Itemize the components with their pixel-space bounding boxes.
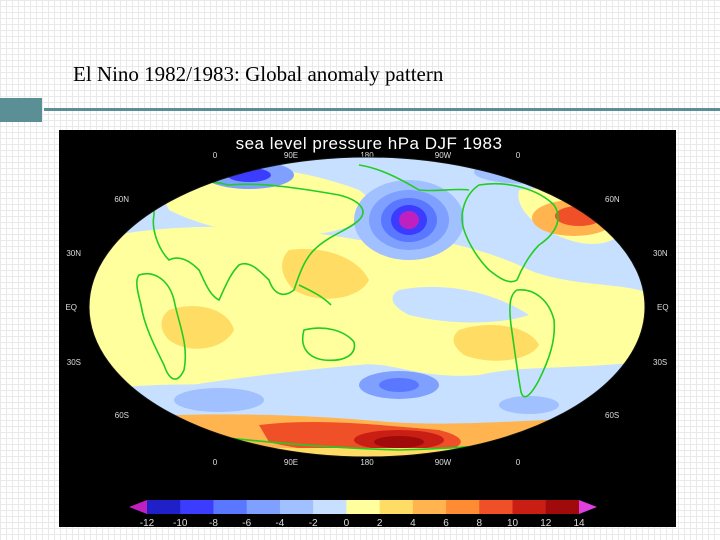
lon-label-top: 0 — [516, 151, 521, 160]
lat-label-right: 60N — [605, 195, 620, 204]
title-accent-box — [0, 98, 42, 122]
globe-outline — [88, 156, 646, 458]
colorbar-swatch — [279, 500, 314, 514]
lon-label-top: 90W — [435, 151, 452, 160]
lat-label-right: 60S — [605, 411, 619, 420]
colorbar-tick-label: -8 — [209, 518, 218, 527]
slide-title: El Nino 1982/1983: Global anomaly patter… — [73, 62, 444, 86]
colorbar-swatch — [147, 500, 181, 514]
colorbar-tick-label: -12 — [140, 518, 155, 527]
anomaly-map-panel: sea level pressure hPa DJF 1983 0 90E 18… — [59, 130, 676, 527]
lat-label-left: EQ — [65, 303, 77, 312]
colorbar-swatch — [346, 500, 381, 514]
lon-label-top: 90E — [284, 151, 298, 160]
lat-label-left: 60S — [115, 411, 129, 420]
colorbar-tick-label: -6 — [242, 518, 251, 527]
lat-label-right: EQ — [657, 303, 669, 312]
lat-label-right: 30N — [653, 249, 668, 258]
colorbar-tick-label: 4 — [410, 518, 416, 527]
colorbar-tick-label: 10 — [507, 518, 519, 527]
lat-label-left: 30S — [67, 358, 81, 367]
colorbar-swatch — [213, 500, 248, 514]
colorbar-tick-label: 2 — [377, 518, 383, 527]
colorbar-low-arrow — [129, 500, 147, 514]
colorbar-tick-label: 8 — [477, 518, 483, 527]
colorbar-swatch — [313, 500, 347, 514]
colorbar-swatch — [446, 500, 480, 514]
colorbar-tick-label: -4 — [275, 518, 284, 527]
colorbar-swatch — [512, 500, 547, 514]
colorbar-tick-label: 6 — [443, 518, 449, 527]
colorbar-swatch — [479, 500, 514, 514]
anomaly-field — [89, 157, 645, 457]
colorbar — [129, 500, 597, 514]
colorbar-tick-label: -10 — [173, 518, 188, 527]
lon-label-bottom: 90W — [435, 458, 452, 467]
lat-label-left: 30N — [66, 249, 81, 258]
lon-label-bottom: 0 — [213, 458, 218, 467]
lat-label-left: 60N — [114, 195, 129, 204]
colorbar-tick-label: 14 — [573, 518, 585, 527]
lon-label-bottom: 180 — [360, 458, 374, 467]
map-title: sea level pressure hPa DJF 1983 — [236, 134, 503, 153]
lon-label-top: 180 — [360, 151, 374, 160]
anomaly-map: sea level pressure hPa DJF 1983 0 90E 18… — [65, 134, 669, 527]
lat-label-right: 30S — [653, 358, 667, 367]
colorbar-tick-label: -2 — [309, 518, 318, 527]
colorbar-swatch — [180, 500, 214, 514]
colorbar-swatch — [545, 500, 580, 514]
colorbar-swatch — [412, 500, 447, 514]
title-rule — [44, 108, 720, 111]
colorbar-tick-label: 12 — [540, 518, 552, 527]
lon-label-bottom: 90E — [284, 458, 298, 467]
colorbar-swatch — [246, 500, 281, 514]
colorbar-tick-label: 0 — [344, 518, 350, 527]
lon-label-top: 0 — [213, 151, 218, 160]
colorbar-swatch — [379, 500, 414, 514]
lon-label-bottom: 0 — [516, 458, 521, 467]
colorbar-high-arrow — [579, 500, 597, 514]
